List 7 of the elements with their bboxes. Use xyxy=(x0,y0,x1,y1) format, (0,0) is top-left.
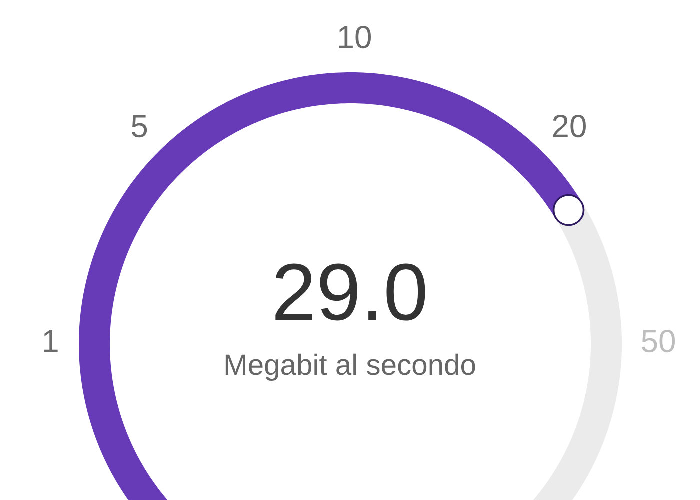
text: 20 xyxy=(553,114,586,138)
text: 50 xyxy=(642,330,676,353)
text: 10 xyxy=(339,26,372,49)
text: 5 xyxy=(132,115,148,138)
text: 1 xyxy=(44,330,58,352)
data-label: 29.0 xyxy=(276,264,426,321)
text: Megabit al secondo xyxy=(226,354,476,382)
